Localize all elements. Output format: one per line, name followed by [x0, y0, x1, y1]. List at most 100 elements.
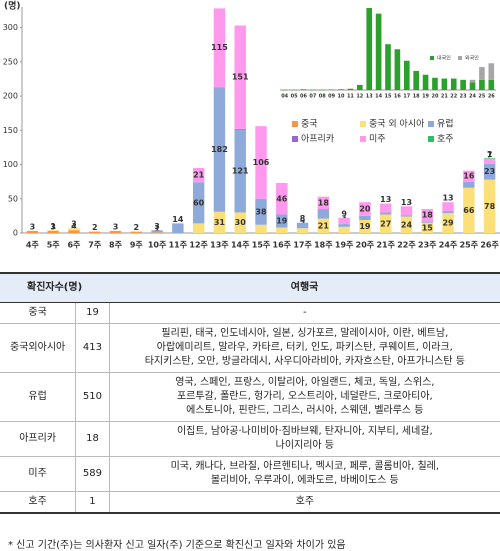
countries-line: 영국, 스페인, 프랑스, 이탈리아, 아일랜드, 체코, 독일, 스위스, [175, 377, 435, 388]
bar-segment [450, 78, 457, 90]
table-row: 중국 19 - [0, 302, 500, 324]
y-tick-label: 200 [3, 92, 18, 101]
value-label: 18 [318, 198, 330, 207]
bar-segment [359, 202, 371, 216]
bar-segment [213, 8, 226, 88]
x-tick-label: 23 [460, 94, 467, 100]
x-tick-label: 25주 [460, 241, 479, 250]
bar-segment [47, 230, 59, 233]
bar-segment [213, 87, 226, 212]
bar-segment [463, 181, 475, 188]
legend-swatch [292, 136, 298, 142]
x-tick-label: 19 [422, 94, 429, 100]
countries-cell: 필리핀, 태국, 인도네시아, 일본, 싱가포르, 말레이시아, 이란, 베트남… [109, 323, 500, 373]
bar-segment [255, 224, 267, 233]
bar-segment [255, 126, 267, 199]
x-tick-label: 25 [478, 94, 485, 100]
bar-segment [281, 89, 288, 91]
value-label: 13 [380, 195, 391, 204]
bar-segment [379, 214, 392, 233]
legend-swatch [428, 121, 434, 127]
value-label: 30 [235, 218, 247, 227]
value-label: 4 [71, 222, 77, 231]
x-tick-label: 12주 [189, 241, 208, 250]
countries-line: 볼리비아, 우루과이, 에콰도르, 바베이도스 등 [210, 475, 399, 486]
bar-segment [276, 227, 288, 233]
bar-segment [68, 228, 80, 231]
x-tick-label: 20주 [356, 241, 375, 250]
bar-segment [234, 25, 246, 129]
chart: (명) 0501001502002503004주35주316주437주28주39… [3, 0, 500, 250]
bar-segment [441, 78, 448, 90]
value-label: 1 [154, 224, 160, 233]
count-cell: 1 [75, 491, 110, 514]
legend-label: 외국인 [465, 55, 479, 62]
x-tick-label: 23주 [418, 241, 437, 250]
bar-segment [192, 223, 205, 233]
legend-swatch [458, 56, 462, 60]
value-label: 1 [487, 150, 493, 159]
legend-label: 호주 [437, 134, 454, 145]
region-cell: 미주 [0, 456, 76, 492]
value-label: 31 [214, 218, 226, 227]
value-label: 21 [318, 221, 330, 230]
bar-segment [296, 228, 309, 233]
value-label: 13 [401, 198, 412, 207]
bar-segment [460, 79, 466, 90]
countries-line: 나이지리아 등 [275, 440, 335, 451]
bar-segment [469, 82, 476, 90]
bar-segment [421, 209, 433, 222]
x-tick-label: 5주 [47, 241, 61, 250]
x-tick-label: 11주 [169, 241, 188, 250]
value-label: 23 [484, 167, 495, 176]
value-label: 7 [487, 151, 493, 160]
footnote: * 신고 기간(주)는 의사환자 신고 일자(주) 기준으로 확진신고 일자와 … [8, 540, 346, 551]
value-label: 3 [154, 222, 160, 231]
bar-segment [400, 215, 413, 217]
count-cell: 18 [75, 421, 110, 457]
countries-cell: 미국, 캐나다, 브라질, 아르헨티나, 멕시코, 페루, 콜롬비아, 칠레, 볼… [109, 456, 500, 492]
table-row: 호주 1 호주 [0, 491, 500, 514]
x-tick-label: 09 [328, 94, 335, 100]
x-tick-label: 13주 [210, 241, 229, 250]
bar-segment [375, 13, 382, 90]
bar-segment [300, 89, 307, 90]
x-tick-label: 10주 [148, 241, 167, 250]
bar-segment [255, 198, 267, 225]
value-label: 3 [71, 220, 77, 229]
bar-segment [89, 231, 101, 233]
bar-segment [276, 183, 288, 215]
count-cell: 510 [75, 372, 110, 422]
value-label: 2 [134, 223, 140, 232]
x-tick-label: 26주 [480, 241, 499, 250]
countries-line: 포르투갈, 폴란드, 헝가리, 오스트리아, 네덜란드, 크로아티아, [176, 391, 433, 402]
value-label: 19 [276, 217, 288, 226]
bar-segment [192, 182, 205, 224]
countries-line: 이집트, 남아공·나미비아·짐바브웨, 탄자니아, 지부티, 세네갈, [176, 426, 433, 437]
x-tick-label: 08 [319, 94, 326, 100]
bar-segment [172, 223, 184, 233]
x-tick-label: 6주 [67, 241, 81, 250]
table-row: 아프리카 18 이집트, 남아공·나미비아·짐바브웨, 탄자니아, 지부티, 세네갈… [0, 421, 500, 457]
x-tick-label: 18주 [314, 241, 333, 250]
bar-segment [26, 230, 39, 233]
value-label: 20 [359, 205, 371, 214]
table-row: 미주 589 미국, 캐나다, 브라질, 아르헨티나, 멕시코, 페루, 콜롬비아,… [0, 456, 500, 492]
countries-line: 아랍에미리트, 말라우, 카타르, 터키, 인도, 파키스탄, 쿠웨이트, 이라… [156, 342, 453, 353]
countries-line: 에스토니아, 핀란드, 그리스, 러시아, 스웨덴, 벨라루스 등 [186, 405, 424, 416]
value-label: 38 [255, 207, 267, 216]
bar-segment [413, 70, 419, 90]
bar-segment [442, 202, 454, 212]
legend-label: 미주 [369, 134, 386, 145]
bar-segment [192, 167, 205, 183]
x-tick-label: 19주 [335, 241, 354, 250]
bar-segment [359, 215, 371, 220]
bar-segment [151, 232, 163, 233]
value-label: 1 [50, 222, 56, 231]
header-cell: 여행국 [109, 272, 500, 303]
x-tick-label: 14 [375, 94, 382, 100]
bar-segment [151, 230, 163, 233]
bar-segment [463, 170, 475, 182]
bar-segment [403, 60, 410, 90]
value-label: 9 [341, 209, 347, 218]
